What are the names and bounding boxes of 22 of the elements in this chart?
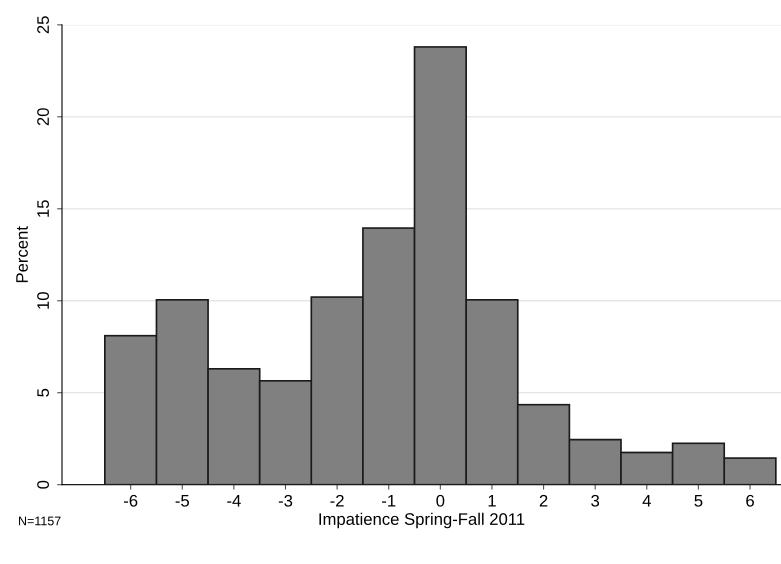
x-tick-label: 5 [694,495,702,507]
y-tick-label: 20 [37,108,49,126]
x-tick-label: 3 [591,494,600,507]
x-tick-label: -2 [330,494,344,506]
x-tick-label: 6 [746,494,754,507]
y-tick-label: 10 [37,292,49,309]
x-tick-label: -4 [227,495,241,506]
y-axis-title: Percent [16,226,28,282]
y-tick-label: 5 [37,388,49,397]
x-tick-label: -6 [124,494,138,507]
x-tick-label: -3 [278,494,292,507]
x-tick-label: 2 [540,494,548,506]
x-tick-label: -5 [176,495,189,507]
text: N=1157 [19,516,61,526]
x-axis-title: Impatience Spring-Fall 2011 [319,512,524,528]
y-tick-label: 25 [37,16,49,34]
y-tick-label: 15 [37,200,49,217]
x-tick-label: 0 [436,494,444,507]
y-tick-label: 0 [37,480,49,489]
x-tick-label: 4 [642,495,651,506]
x-tick-label: -1 [382,495,396,506]
x-tick-label: 1 [488,495,496,506]
